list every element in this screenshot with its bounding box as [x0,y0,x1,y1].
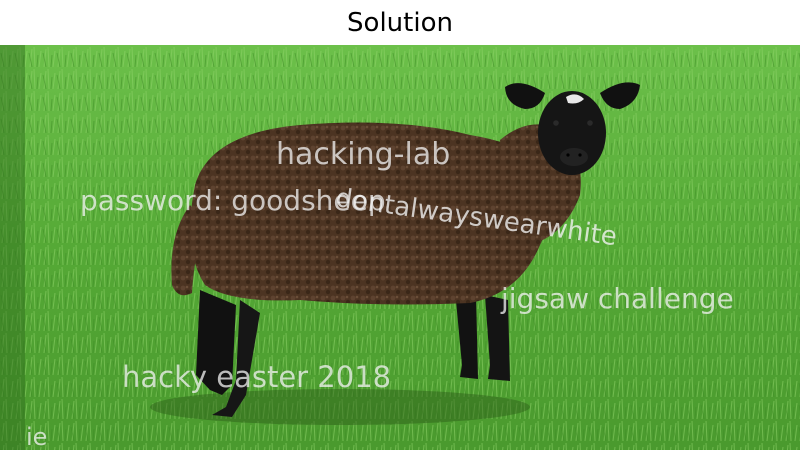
watermark-corner: ie [26,423,48,450]
watermark-hacky-easter: hacky easter 2018 [122,360,392,394]
sheep-back-leg-right [212,300,260,417]
sheep-front-leg-left [455,290,478,379]
sheep-head [505,82,640,175]
sheep-back-leg-left [196,290,236,395]
page-title: Solution [347,7,453,38]
watermark-jigsaw: jigsaw challenge [501,282,734,315]
sheep-shadow [150,389,530,425]
sheep-front-leg-right [485,295,510,381]
grass-left-edge [0,45,25,450]
title-bar: Solution [0,0,800,45]
watermark-password: password: goodsheep [80,184,386,217]
sheep-body [190,122,552,305]
watermark-hacking-lab: hacking-lab [276,137,451,172]
sheep-photo: hacking-lab password: goodsheep dontalwa… [0,45,800,450]
photo-canvas [0,45,800,450]
